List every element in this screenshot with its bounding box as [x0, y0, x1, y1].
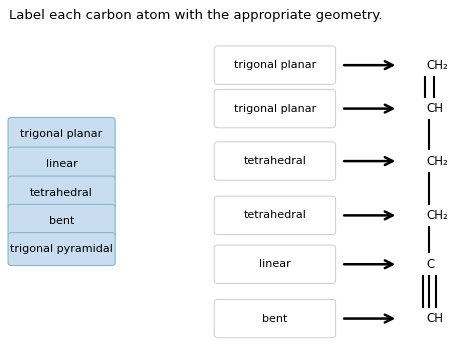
FancyBboxPatch shape [214, 245, 336, 283]
Text: CH: CH [427, 312, 444, 325]
Text: CH₂: CH₂ [427, 59, 448, 72]
Text: tetrahedral: tetrahedral [244, 210, 306, 220]
Text: tetrahedral: tetrahedral [30, 188, 93, 198]
Text: trigonal planar: trigonal planar [234, 60, 316, 70]
Text: bent: bent [49, 216, 74, 226]
FancyBboxPatch shape [8, 232, 115, 266]
Text: trigonal pyramidal: trigonal pyramidal [10, 244, 113, 254]
FancyBboxPatch shape [214, 46, 336, 84]
Text: linear: linear [259, 259, 291, 269]
FancyBboxPatch shape [8, 176, 115, 209]
Text: trigonal planar: trigonal planar [234, 104, 316, 114]
FancyBboxPatch shape [214, 89, 336, 128]
Text: CH₂: CH₂ [427, 209, 448, 222]
FancyBboxPatch shape [8, 117, 115, 151]
FancyBboxPatch shape [8, 147, 115, 180]
FancyBboxPatch shape [214, 299, 336, 338]
Text: tetrahedral: tetrahedral [244, 156, 306, 166]
FancyBboxPatch shape [214, 196, 336, 235]
Text: linear: linear [46, 159, 77, 169]
Text: CH₂: CH₂ [427, 155, 448, 168]
FancyBboxPatch shape [214, 142, 336, 180]
FancyBboxPatch shape [8, 204, 115, 237]
Text: C: C [427, 258, 435, 271]
Text: trigonal planar: trigonal planar [20, 129, 103, 139]
Text: bent: bent [262, 313, 288, 324]
Text: CH: CH [427, 102, 444, 115]
Text: Label each carbon atom with the appropriate geometry.: Label each carbon atom with the appropri… [9, 9, 383, 22]
